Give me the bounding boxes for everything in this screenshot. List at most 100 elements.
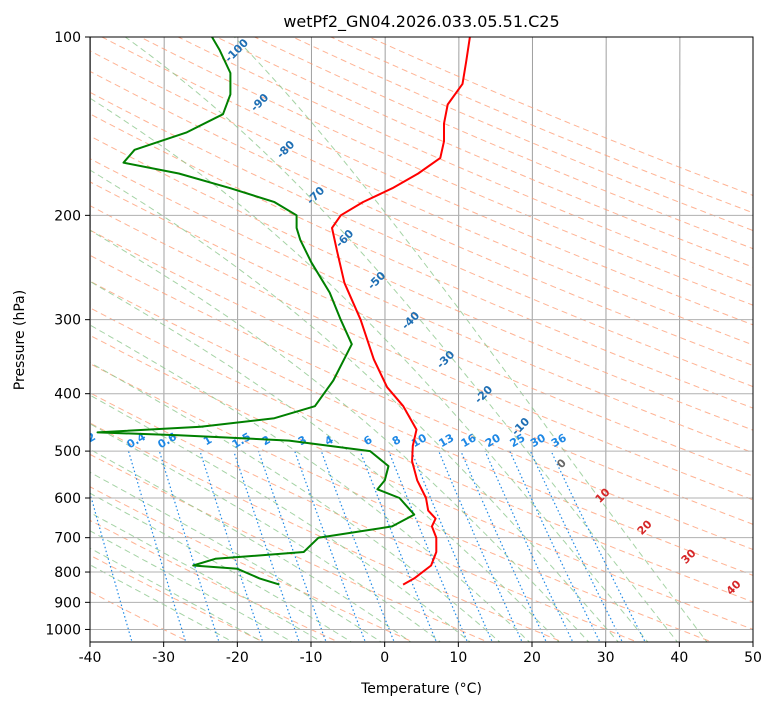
dry-adiabat-line: [90, 254, 753, 551]
isotherm-line: [236, 37, 239, 642]
mixing-ratio-line: [484, 450, 574, 642]
mixing-ratio-line: [199, 450, 264, 642]
isotherm-line: [531, 37, 533, 642]
mixing-ratio-line: [294, 450, 366, 642]
dry-adiabat-line: [90, 334, 753, 630]
moist-adiabat-line: [90, 512, 323, 642]
moist-adiabat-line: [90, 530, 294, 642]
mixing-ratio-label: 30: [528, 431, 548, 450]
dry-adiabat-line: [139, 37, 753, 306]
y-tick-label: 100: [54, 30, 81, 46]
isotherm-label: 30: [679, 546, 699, 566]
mixing-ratio-line: [127, 450, 187, 642]
mixing-ratio-label: 1: [201, 433, 214, 448]
dry-adiabat-line: [90, 280, 753, 576]
y-tick-label: 500: [54, 444, 81, 460]
mixing-ratio-line: [90, 491, 133, 642]
dry-adiabat-line: [90, 91, 753, 388]
y-tick-label: 400: [54, 387, 81, 403]
x-tick-label: -10: [300, 650, 323, 666]
x-tick-label: -20: [226, 650, 249, 666]
isotherm-label: 10: [593, 485, 613, 505]
moist-adiabat-line: [90, 471, 382, 642]
mixing-ratio-label: 0.6: [155, 430, 179, 451]
dry-adiabat-line: [90, 158, 753, 454]
mixing-ratio-lines: [32, 450, 646, 644]
isotherm-line: [163, 37, 165, 642]
moist-adiabat-line: [90, 280, 560, 642]
mixing-ratio-line: [320, 450, 395, 642]
dry-adiabat-line: [90, 135, 753, 431]
isotherm-line: [384, 37, 386, 642]
mixing-ratio-line: [233, 450, 300, 642]
moist-adiabat-line: [90, 423, 442, 642]
isotherm-line: [605, 37, 607, 642]
mixing-ratio-label: 13: [437, 431, 457, 450]
isotherm-label: -20: [472, 383, 495, 406]
temperature-line: [331, 37, 471, 586]
isotherm-line: [310, 37, 312, 642]
x-tick-label: 20: [523, 650, 541, 666]
mixing-ratio-label: 0.1: [28, 430, 51, 451]
isotherm-line: [457, 37, 460, 642]
mixing-ratio-line: [257, 450, 327, 642]
dry-adiabat-line: [291, 37, 753, 232]
isotherm-label: 40: [724, 577, 744, 597]
isotherm-label: -30: [434, 348, 457, 371]
dry-adiabat-line: [90, 113, 753, 409]
pressure-gridlines: [90, 37, 753, 630]
dry-adiabat-line: [90, 307, 753, 603]
y-tick-label: 900: [54, 595, 81, 611]
mixing-ratio-line: [529, 450, 624, 642]
mixing-ratio-label: 1.5: [230, 430, 253, 451]
dry-adiabat-line: [90, 181, 753, 477]
dry-adiabat-line: [90, 205, 753, 501]
x-tick-label: 50: [744, 650, 762, 666]
chart-title: wetPf2_GN04.2026.033.05.51.C25: [283, 12, 559, 32]
y-tick-label: 700: [54, 531, 81, 547]
mixing-ratio-line: [550, 450, 646, 642]
x-axis: -40 -30 -20 -10 0 10 20 30 40 50: [79, 642, 762, 666]
mixing-ratio-label: 0.2: [75, 430, 98, 451]
mixing-ratio-line: [460, 450, 547, 642]
x-tick-label: 10: [449, 650, 467, 666]
mixing-ratio-line: [32, 451, 83, 644]
dry-adiabat-line: [90, 50, 753, 346]
x-axis-label: Temperature (°C): [360, 681, 482, 697]
isotherm-label: 20: [635, 517, 655, 537]
guide-line-labels: -100-90-80-70-60-50-40-30-20-10010203040…: [28, 37, 744, 598]
x-tick-label: 0: [380, 650, 389, 666]
dry-adiabat-line: [90, 486, 415, 642]
isotherm-label: -90: [248, 91, 271, 114]
moist-adiabat-line: [90, 564, 234, 642]
moist-adiabat-line: [90, 394, 471, 642]
sounding-series: [96, 37, 471, 586]
isotherm-label: -70: [304, 184, 327, 207]
dry-adiabat-line: [100, 37, 753, 326]
x-tick-label: 40: [670, 650, 688, 666]
dry-adiabat-line: [90, 70, 753, 367]
dry-adiabat-lines: [90, 37, 753, 642]
dry-adiabat-line: [367, 37, 753, 196]
mixing-ratio-line: [158, 450, 220, 642]
y-tick-label: 800: [54, 565, 81, 581]
dry-adiabat-line: [90, 519, 340, 642]
y-axis-label: Pressure (hPa): [12, 290, 28, 390]
y-tick-label: 300: [54, 313, 81, 329]
dry-adiabat-line: [90, 453, 489, 642]
mixing-ratio-label: 16: [459, 431, 479, 450]
dry-adiabat-line: [329, 37, 753, 214]
isotherm-lines: [90, 37, 753, 642]
y-axis: 100 200 300 400 500 600 700 800 900 1000: [45, 30, 90, 638]
mixing-ratio-label: 3: [296, 433, 309, 448]
isotherm-label: 0: [554, 456, 569, 471]
x-tick-label: -40: [79, 650, 102, 666]
moist-adiabat-line: [90, 361, 501, 642]
plot-area: -100-90-80-70-60-50-40-30-20-10010203040…: [28, 37, 753, 644]
mixing-ratio-line: [359, 450, 438, 642]
dry-adiabat-line: [90, 422, 564, 642]
y-tick-label: 1000: [45, 622, 81, 638]
isotherm-label: -80: [274, 138, 297, 161]
moist-adiabat-line: [90, 547, 264, 642]
